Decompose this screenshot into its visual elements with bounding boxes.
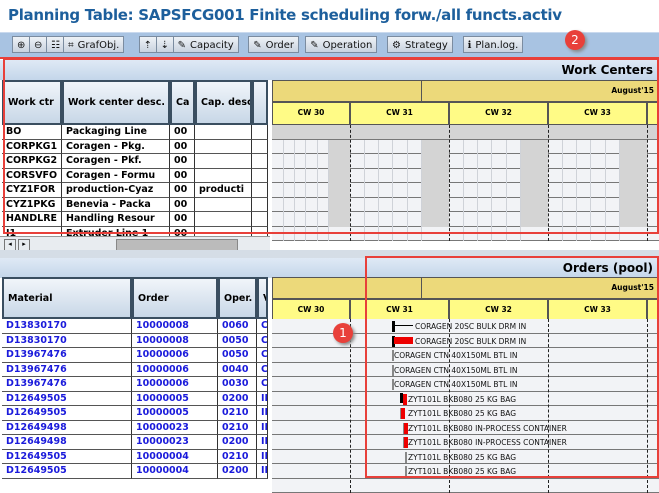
window-title: Planning Table: SAPSFCG001 Finite schedu… [8, 6, 562, 24]
order-cell[interactable]: 0050 [218, 348, 257, 363]
order-cell[interactable]: 10000023 [132, 435, 218, 450]
select-up-icon: ⇡ [144, 40, 152, 51]
toolbar-button-select-down[interactable]: ⇣ [156, 36, 174, 53]
column-header[interactable]: Material [2, 277, 132, 319]
order-cell[interactable]: IE [257, 464, 268, 479]
order-cell[interactable]: D13830170 [2, 334, 132, 349]
toolbar-button-label: Capacity [190, 40, 234, 51]
order-cell[interactable]: IE [257, 392, 268, 407]
order-cell[interactable]: D12649498 [2, 435, 132, 450]
order-cell[interactable]: D13967476 [2, 348, 132, 363]
order-cell[interactable]: D12649505 [2, 406, 132, 421]
annotation-highlight-1 [365, 256, 659, 478]
order-cell[interactable]: 0200 [218, 392, 257, 407]
order-cell[interactable]: 0050 [218, 334, 257, 349]
strategy-icon: ⚙ [392, 40, 401, 51]
toolbar-button-label: Strategy [405, 40, 448, 51]
order-cell[interactable]: 10000023 [132, 421, 218, 436]
column-header[interactable]: Order [132, 277, 218, 319]
week-gridline [350, 319, 351, 493]
toolbar-button-zoom-in[interactable]: ⊕ [12, 36, 30, 53]
toolbar-button-label: Plan.log. [475, 40, 518, 51]
zoom-in-icon: ⊕ [17, 40, 25, 51]
order-cell[interactable]: 0210 [218, 421, 257, 436]
annotation-badge-2: 2 [565, 30, 585, 50]
list-icon: ☷ [51, 40, 60, 51]
toolbar-button-label: Order [266, 40, 294, 51]
order-cell[interactable]: CO [257, 348, 268, 363]
graphic-objects-icon: ⌗ [68, 40, 74, 51]
zoom-out-icon: ⊖ [34, 40, 42, 51]
select-down-icon: ⇣ [161, 40, 169, 51]
pencil-icon: ✎ [310, 40, 318, 51]
order-cell[interactable]: 10000004 [132, 464, 218, 479]
order-cell[interactable]: CO [257, 363, 268, 378]
order-cell[interactable]: 10000004 [132, 450, 218, 465]
order-cell[interactable]: 10000006 [132, 348, 218, 363]
order-cell[interactable]: 0200 [218, 435, 257, 450]
column-header[interactable]: Oper. [218, 277, 257, 319]
order-cell[interactable]: 0060 [218, 319, 257, 334]
order-cell[interactable]: 10000006 [132, 377, 218, 392]
order-cell[interactable]: D12649505 [2, 450, 132, 465]
order-cell[interactable]: IE [257, 406, 268, 421]
order-cell[interactable]: CO [257, 319, 268, 334]
order-cell[interactable]: 10000005 [132, 406, 218, 421]
annotation-badge-1: 1 [333, 323, 353, 343]
order-cell[interactable]: D12649505 [2, 464, 132, 479]
order-cell[interactable]: 10000006 [132, 363, 218, 378]
order-cell[interactable]: 0200 [218, 464, 257, 479]
order-cell[interactable]: 0210 [218, 406, 257, 421]
order-cell[interactable]: D13967476 [2, 377, 132, 392]
toolbar-button-strategy[interactable]: ⚙ Strategy [387, 36, 453, 53]
pencil-icon: ✎ [253, 40, 261, 51]
column-header[interactable]: V [257, 277, 268, 319]
info-icon: ℹ [468, 40, 472, 51]
order-cell[interactable]: CO [257, 377, 268, 392]
order-cell[interactable]: D12649505 [2, 392, 132, 407]
horizontal-scrollbar[interactable]: ◂ ▸ [0, 236, 270, 251]
toolbar: ⊕ ⊖ ☷ ⌗ GrafObj. ⇡ ⇣ ✎ Capacity ✎ Order ✎ Operation ⚙… [0, 32, 659, 58]
order-cell[interactable]: 0030 [218, 377, 257, 392]
order-cell[interactable]: IE [257, 421, 268, 436]
order-cell[interactable]: 10000008 [132, 319, 218, 334]
toolbar-button-order[interactable]: ✎ Order [248, 36, 299, 53]
pencil-icon: ✎ [178, 40, 186, 51]
order-cell[interactable]: CO [257, 334, 268, 349]
annotation-highlight-2 [3, 58, 659, 234]
order-cell[interactable]: 0210 [218, 450, 257, 465]
order-cell[interactable]: 10000008 [132, 334, 218, 349]
toolbar-button-operation[interactable]: ✎ Operation [305, 36, 377, 53]
order-cell[interactable]: D13967476 [2, 363, 132, 378]
toolbar-button-grafobj[interactable]: ⌗ GrafObj. [63, 36, 124, 53]
toolbar-button-label: Operation [323, 40, 373, 51]
order-cell[interactable]: IE [257, 435, 268, 450]
order-cell[interactable]: IE [257, 450, 268, 465]
toolbar-button-zoom-out[interactable]: ⊖ [29, 36, 47, 53]
order-cell[interactable]: D12649498 [2, 421, 132, 436]
order-cell[interactable]: 0040 [218, 363, 257, 378]
toolbar-button-label: GrafObj. [78, 40, 120, 51]
toolbar-button-select-up[interactable]: ⇡ [139, 36, 157, 53]
order-cell[interactable]: 10000005 [132, 392, 218, 407]
toolbar-button-capacity[interactable]: ✎ Capacity [173, 36, 239, 53]
order-cell[interactable]: D13830170 [2, 319, 132, 334]
